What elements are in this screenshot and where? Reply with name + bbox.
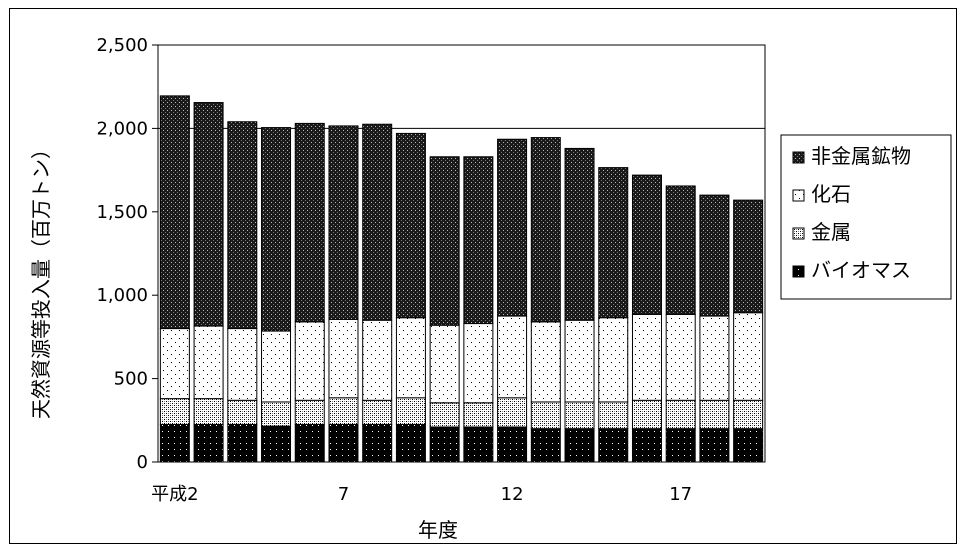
bar-segment-white-dots (328, 318, 359, 399)
y-tick-label: 2,500 (96, 35, 148, 56)
bar-segment-black-dots (497, 426, 528, 463)
chart-frame: 天然資源等投入量（百万トン） 年度 0 500 1,000 1,500 2,000 2,5… (9, 8, 957, 544)
bar-segment-dense-dots (261, 127, 292, 332)
legend-swatch-white-dots (792, 189, 805, 202)
bar-segment-dense-dots (429, 156, 460, 326)
bar-segment-dense-dots (362, 123, 393, 321)
legend-box (780, 134, 952, 300)
bar-segment-white-dots (159, 328, 190, 400)
bar-segment-dense-dots (294, 122, 325, 323)
bar-segment-checker (261, 401, 292, 427)
bar-segment-dense-dots (631, 174, 662, 315)
bar-segment-dense-dots (665, 185, 696, 315)
bar-segment-black-dots (699, 428, 730, 463)
bar-segment-checker (530, 401, 561, 430)
bar-segment-white-dots (598, 317, 629, 403)
bar-segment-black-dots (193, 423, 224, 463)
bar-segment-dense-dots (598, 167, 629, 319)
bar-segment-black-dots (598, 428, 629, 463)
bar-segment-black-dots (362, 423, 393, 463)
x-tick-label: 17 (669, 484, 692, 505)
bar-segment-dense-dots (227, 121, 258, 330)
bar-segment-dense-dots (193, 102, 224, 327)
bar-segment-black-dots (665, 428, 696, 463)
bar-segment-checker (564, 401, 595, 430)
bar-segment-white-dots (530, 321, 561, 403)
bar-segment-black-dots (631, 428, 662, 463)
bar-segment-dense-dots (564, 147, 595, 321)
y-tick-label: 0 (137, 452, 148, 473)
bar-segment-white-dots (631, 313, 662, 401)
bar-segment-checker (665, 399, 696, 430)
bar-segment-white-dots (227, 328, 258, 401)
legend-label: 化石 (811, 182, 851, 206)
bar-segment-black-dots (294, 423, 325, 463)
bar-segment-checker (227, 399, 258, 425)
bar-segment-dense-dots (463, 156, 494, 325)
bar-segment-white-dots (294, 321, 325, 401)
bar-segment-checker (631, 399, 662, 430)
bar-segment-white-dots (733, 312, 764, 401)
bar-segment-checker (497, 397, 528, 428)
stacked-bar-chart: 天然資源等投入量（百万トン） 年度 0 500 1,000 1,500 2,000 2,5… (29, 35, 952, 542)
x-axis-title: 年度 (418, 518, 458, 542)
bar-segment-dense-dots (395, 132, 426, 319)
bar-segment-dense-dots (733, 199, 764, 314)
bar-segment-white-dots (463, 323, 494, 404)
bar-segment-white-dots (261, 330, 292, 403)
legend-label: 金属 (811, 220, 851, 244)
y-tick-label: 1,000 (96, 285, 148, 306)
y-tick-label: 2,000 (96, 118, 148, 139)
legend-swatch-checker (792, 227, 805, 240)
bar-segment-white-dots (699, 315, 730, 401)
bar-segment-dense-dots (699, 194, 730, 317)
bar-segment-checker (193, 398, 224, 425)
y-tick-label: 1,500 (96, 202, 148, 223)
bar-segment-dense-dots (159, 95, 190, 330)
bar-segment-checker (598, 401, 629, 430)
bar-segment-white-dots (497, 315, 528, 399)
bar-segment-dense-dots (530, 137, 561, 323)
bar-segment-white-dots (395, 317, 426, 399)
x-tick-label: 7 (338, 484, 349, 505)
bar-segment-black-dots (530, 428, 561, 463)
bar-segment-checker (328, 397, 359, 425)
legend-label: 非金属鉱物 (811, 144, 911, 168)
bar-segment-checker (463, 402, 494, 428)
x-tick-label: 平成2 (151, 484, 198, 505)
bar-segment-black-dots (463, 426, 494, 463)
bar-segment-white-dots (193, 325, 224, 400)
bar-segment-white-dots (564, 319, 595, 403)
bar-segment-black-dots (328, 423, 359, 463)
plot-area: 0 500 1,000 1,500 2,000 2,500 平成2 7 12 17 (96, 35, 766, 505)
legend-label: バイオマス (811, 258, 911, 282)
bar-segment-dense-dots (328, 125, 359, 320)
y-axis-title: 天然資源等投入量（百万トン） (29, 139, 53, 419)
x-tick-label: 12 (501, 484, 524, 505)
bar-segment-checker (294, 399, 325, 425)
bar-segment-checker (733, 399, 764, 430)
legend-swatch-dense-dots (792, 151, 805, 164)
bar-segment-black-dots (564, 428, 595, 463)
bar-segment-black-dots (733, 428, 764, 463)
bar-segment-black-dots (227, 423, 258, 463)
bar-segment-white-dots (362, 319, 393, 401)
bar-segment-black-dots (429, 426, 460, 463)
bar-segment-black-dots (395, 423, 426, 463)
legend-swatch-black-dots (792, 265, 805, 278)
bar-segment-checker (159, 398, 190, 425)
bar-segment-checker (429, 402, 460, 428)
bar-segment-black-dots (159, 423, 190, 463)
bar-segment-checker (699, 399, 730, 430)
bar-segment-dense-dots (497, 138, 528, 317)
bar-segment-black-dots (261, 425, 292, 463)
y-tick-label: 500 (114, 369, 148, 390)
bar-segment-checker (362, 399, 393, 425)
bar-segment-white-dots (665, 313, 696, 401)
plot-border (157, 44, 766, 463)
bar-segment-white-dots (429, 324, 460, 404)
bar-segment-checker (395, 397, 426, 425)
